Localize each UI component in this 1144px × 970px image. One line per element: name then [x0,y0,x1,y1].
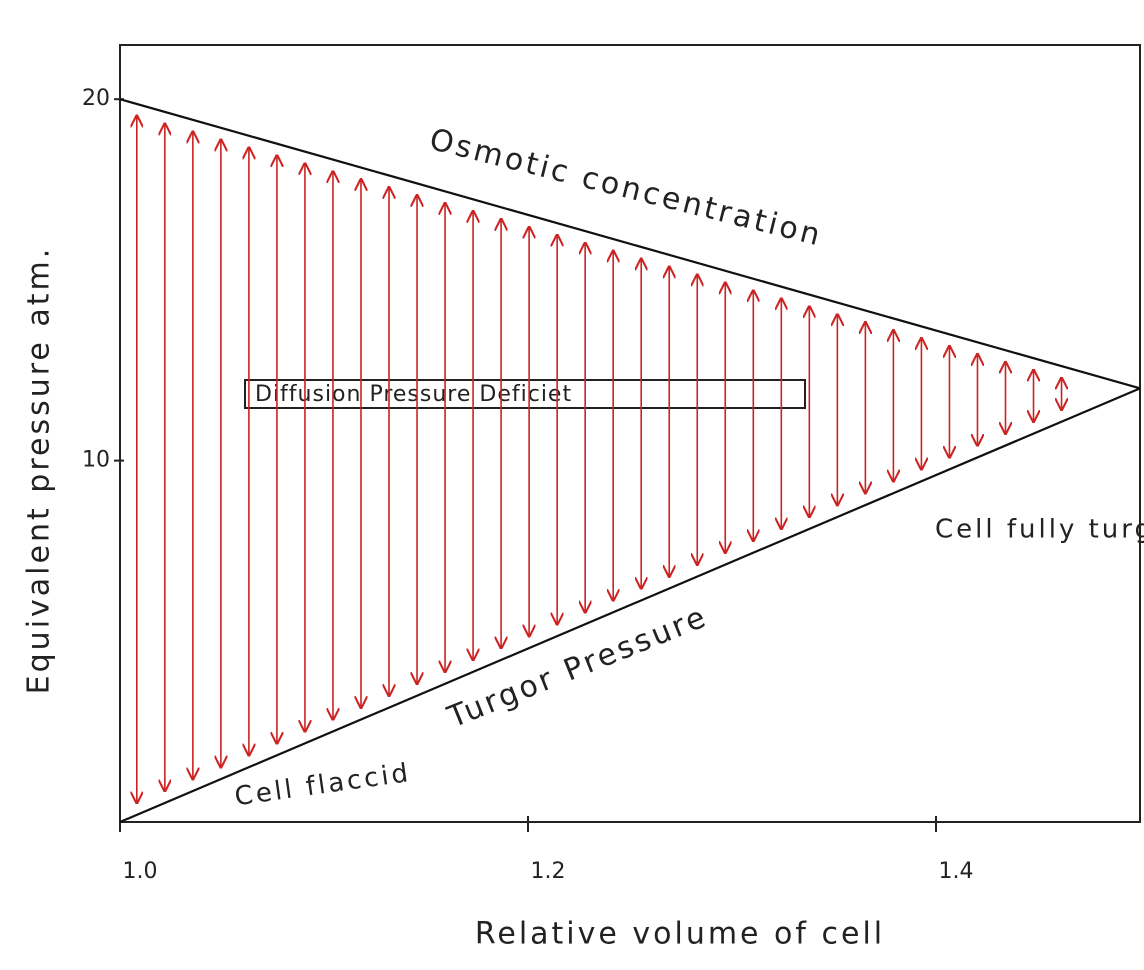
chart: Equivalent pressure atm. Relative volume… [0,0,1144,970]
series-line [120,99,1140,388]
y-tick-label: 10 [82,448,110,473]
annotation: Cell flaccid [233,758,413,812]
x-axis-label: Relative volume of cell [475,917,885,952]
x-tick-label: 1.0 [123,859,158,884]
plot-frame [120,45,1140,822]
x-tick-label: 1.2 [531,859,566,884]
annotation: Diffusion Pressure Deficiet [255,382,572,407]
annotation: Cell fully turgid [935,515,1144,545]
y-axis-label: Equivalent pressure atm. [22,246,57,695]
x-tick-label: 1.4 [939,859,974,884]
y-tick-label: 20 [82,86,110,111]
series-label: Osmotic concentration [426,122,826,254]
series-line [120,388,1140,822]
